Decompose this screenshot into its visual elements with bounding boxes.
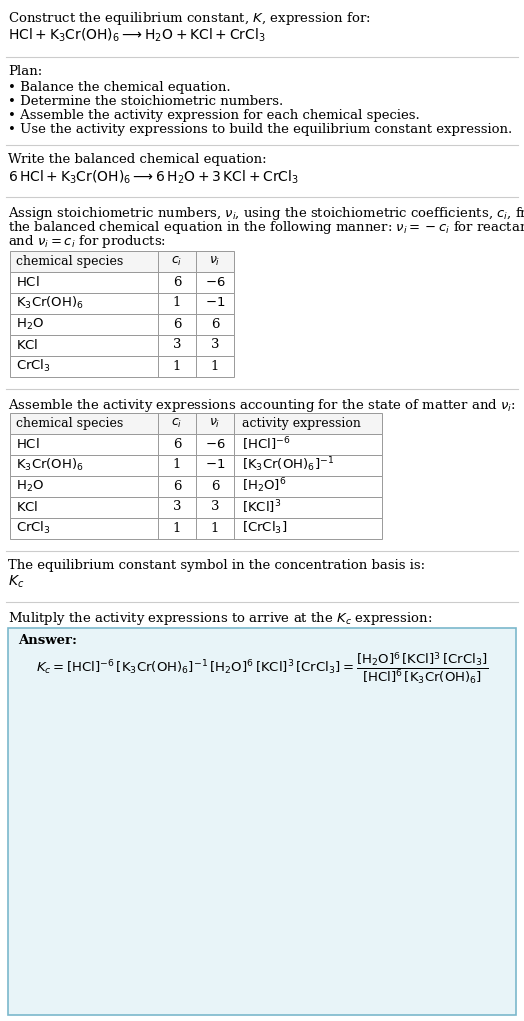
Text: 6: 6	[173, 276, 181, 289]
Text: 6: 6	[211, 480, 219, 492]
Text: 3: 3	[173, 339, 181, 351]
Bar	[10, 476, 382, 497]
Text: $\nu_i$: $\nu_i$	[209, 417, 221, 430]
Text: $\text{KCl}$: $\text{KCl}$	[16, 338, 38, 352]
Text: $\text{HCl}$: $\text{HCl}$	[16, 275, 40, 289]
Text: 1: 1	[173, 296, 181, 309]
Text: $\nu_i$: $\nu_i$	[209, 254, 221, 268]
Bar	[10, 356, 234, 377]
Text: Assemble the activity expressions accounting for the state of matter and $\nu_i$: Assemble the activity expressions accoun…	[8, 397, 516, 414]
Text: 6: 6	[173, 480, 181, 492]
Text: activity expression: activity expression	[242, 417, 361, 430]
Text: $\text{KCl}$: $\text{KCl}$	[16, 500, 38, 514]
Text: $[\text{HCl}]^{-6}$: $[\text{HCl}]^{-6}$	[242, 435, 290, 452]
Text: chemical species: chemical species	[16, 254, 123, 268]
Bar	[8, 628, 516, 1015]
Text: 1: 1	[211, 359, 219, 373]
Bar	[10, 414, 382, 434]
Text: $c_i$: $c_i$	[171, 254, 183, 268]
Text: $\text{HCl}$: $\text{HCl}$	[16, 437, 40, 451]
Text: $\text{CrCl}_3$: $\text{CrCl}_3$	[16, 358, 51, 374]
Text: 3: 3	[211, 500, 219, 514]
Bar	[10, 251, 234, 272]
Text: 1: 1	[211, 522, 219, 535]
Text: Assign stoichiometric numbers, $\nu_i$, using the stoichiometric coefficients, $: Assign stoichiometric numbers, $\nu_i$, …	[8, 205, 524, 222]
Text: Construct the equilibrium constant, $K$, expression for:: Construct the equilibrium constant, $K$,…	[8, 10, 370, 27]
Text: $K_c$: $K_c$	[8, 574, 24, 590]
Bar	[10, 335, 234, 356]
Text: $K_c = [\text{HCl}]^{-6}\,[\text{K}_3\text{Cr(OH)}_6]^{-1}\,[\text{H}_2\text{O}]: $K_c = [\text{HCl}]^{-6}\,[\text{K}_3\te…	[36, 651, 488, 687]
Text: and $\nu_i = c_i$ for products:: and $\nu_i = c_i$ for products:	[8, 233, 166, 250]
Text: $\text{K}_3\text{Cr(OH)}_6$: $\text{K}_3\text{Cr(OH)}_6$	[16, 295, 84, 311]
Text: Answer:: Answer:	[18, 634, 77, 647]
Text: $[\text{KCl}]^{3}$: $[\text{KCl}]^{3}$	[242, 498, 281, 516]
Text: 6: 6	[173, 318, 181, 331]
Text: 6: 6	[173, 438, 181, 450]
Text: Plan:: Plan:	[8, 65, 42, 78]
Bar	[10, 455, 382, 476]
Text: 3: 3	[211, 339, 219, 351]
Text: $\text{H}_2\text{O}$: $\text{H}_2\text{O}$	[16, 479, 44, 493]
Text: $-1$: $-1$	[205, 296, 225, 309]
Text: $\text{HCl} + \text{K}_3\text{Cr(OH)}_6 \longrightarrow \text{H}_2\text{O} + \te: $\text{HCl} + \text{K}_3\text{Cr(OH)}_6 …	[8, 27, 266, 44]
Text: $\text{CrCl}_3$: $\text{CrCl}_3$	[16, 520, 51, 536]
Text: $-1$: $-1$	[205, 458, 225, 472]
Bar	[10, 497, 382, 518]
Text: $[\text{CrCl}_3]$: $[\text{CrCl}_3]$	[242, 520, 287, 536]
Text: 1: 1	[173, 522, 181, 535]
Text: • Use the activity expressions to build the equilibrium constant expression.: • Use the activity expressions to build …	[8, 123, 512, 136]
Text: $6\,\text{HCl} + \text{K}_3\text{Cr(OH)}_6 \longrightarrow 6\,\text{H}_2\text{O}: $6\,\text{HCl} + \text{K}_3\text{Cr(OH)}…	[8, 169, 299, 187]
Text: the balanced chemical equation in the following manner: $\nu_i = -c_i$ for react: the balanced chemical equation in the fo…	[8, 218, 524, 236]
Text: Write the balanced chemical equation:: Write the balanced chemical equation:	[8, 153, 267, 166]
Bar	[10, 293, 234, 314]
Bar	[10, 434, 382, 455]
Text: $c_i$: $c_i$	[171, 417, 183, 430]
Text: • Assemble the activity expression for each chemical species.: • Assemble the activity expression for e…	[8, 109, 420, 121]
Text: $\text{H}_2\text{O}$: $\text{H}_2\text{O}$	[16, 317, 44, 332]
Text: $-6$: $-6$	[205, 276, 225, 289]
Text: 1: 1	[173, 458, 181, 472]
Text: chemical species: chemical species	[16, 417, 123, 430]
Text: • Determine the stoichiometric numbers.: • Determine the stoichiometric numbers.	[8, 95, 283, 108]
Text: $[\text{K}_3\text{Cr(OH)}_6]^{-1}$: $[\text{K}_3\text{Cr(OH)}_6]^{-1}$	[242, 455, 334, 475]
Text: • Balance the chemical equation.: • Balance the chemical equation.	[8, 81, 231, 94]
Bar	[10, 272, 234, 293]
Text: 3: 3	[173, 500, 181, 514]
Text: $[\text{H}_2\text{O}]^{6}$: $[\text{H}_2\text{O}]^{6}$	[242, 477, 287, 495]
Bar	[10, 314, 234, 335]
Text: $\text{K}_3\text{Cr(OH)}_6$: $\text{K}_3\text{Cr(OH)}_6$	[16, 457, 84, 473]
Text: $-6$: $-6$	[205, 438, 225, 450]
Text: Mulitply the activity expressions to arrive at the $K_c$ expression:: Mulitply the activity expressions to arr…	[8, 610, 432, 627]
Text: 1: 1	[173, 359, 181, 373]
Text: The equilibrium constant symbol in the concentration basis is:: The equilibrium constant symbol in the c…	[8, 560, 425, 572]
Text: 6: 6	[211, 318, 219, 331]
Bar	[10, 518, 382, 539]
